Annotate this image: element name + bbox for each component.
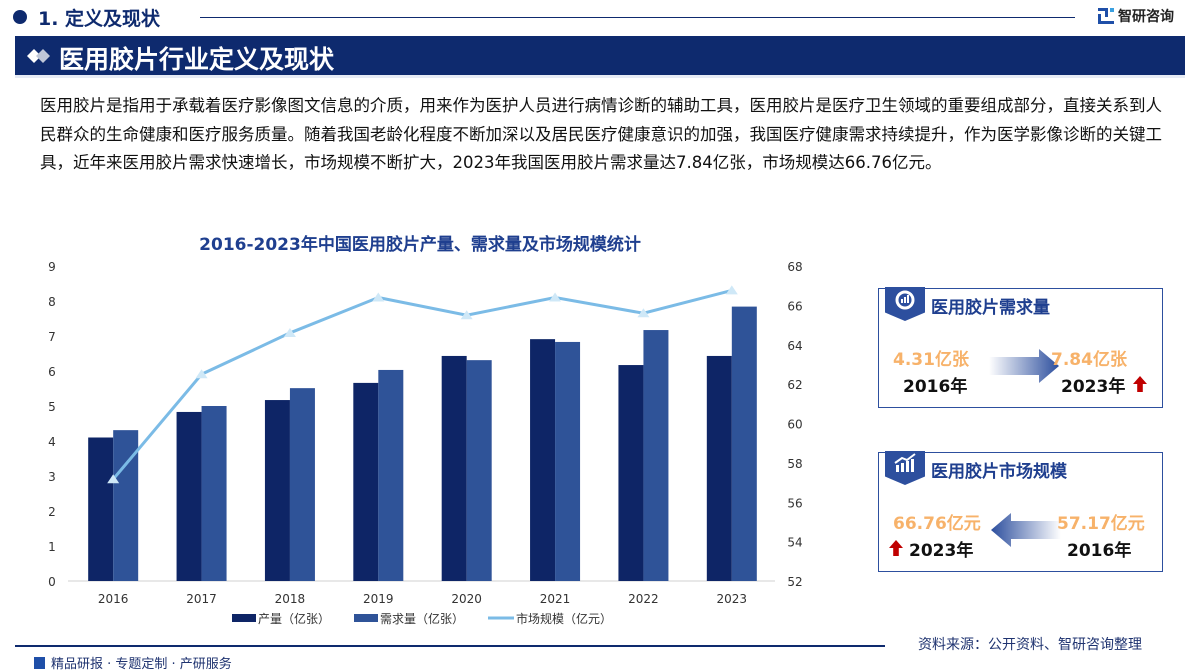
bar-demand — [466, 360, 492, 581]
right-tick-label: 66 — [787, 299, 802, 313]
footer-tagline: 精品研报 · 专题定制 · 产研服务 — [34, 653, 232, 672]
logo-icon — [34, 656, 45, 669]
to-value: 7.84亿张 — [1051, 350, 1127, 370]
section-bullet — [13, 10, 27, 24]
legend-swatch-production — [232, 614, 256, 622]
left-tick-label: 7 — [48, 330, 56, 344]
section-title: 1. 定义及现状 — [38, 8, 161, 30]
market-size-marker — [195, 369, 208, 379]
right-tick-label: 56 — [787, 496, 802, 510]
brand-logo: 智研咨询 — [1098, 6, 1174, 26]
source-note: 资料来源：公开资料、智研咨询整理 — [918, 637, 1142, 653]
left-tick-label: 8 — [48, 295, 56, 309]
bar-production — [618, 365, 644, 581]
right-tick-label: 60 — [787, 418, 802, 432]
x-tick-label: 2020 — [451, 592, 482, 606]
card-title: 医用胶片市场规模 — [931, 462, 1067, 482]
legend-swatch-demand — [354, 614, 378, 622]
from-value: 4.31亿张 — [893, 350, 969, 370]
page-title: 医用胶片行业定义及现状 — [59, 45, 335, 74]
to-value: 66.76亿元 — [893, 514, 981, 534]
market-size-marker — [372, 292, 385, 302]
arrow-left-icon — [991, 513, 1061, 547]
market-size-card: 医用胶片市场规模 66.76亿元 2023年 57.17亿元 2016年 — [878, 451, 1163, 572]
from-year: 2016年 — [903, 377, 968, 397]
market-size-marker — [107, 474, 120, 484]
market-size-marker — [725, 285, 738, 295]
right-tick-label: 54 — [787, 536, 802, 550]
up-arrow-icon — [889, 540, 903, 556]
legend-label: 产量（亿张） — [258, 611, 330, 626]
intro-paragraph: 医用胶片是指用于承载着医疗影像图文信息的介质，用来作为医护人员进行病情诊断的辅助… — [40, 96, 1162, 172]
right-tick-label: 52 — [787, 575, 802, 589]
x-tick-label: 2018 — [275, 592, 306, 606]
up-arrow-icon — [1133, 376, 1147, 392]
bar-demand — [731, 306, 757, 581]
bar-demand — [643, 330, 669, 581]
demand-card: 医用胶片需求量 4.31亿张 2016年 7.84亿张 2023年 — [878, 287, 1163, 408]
x-tick-label: 2017 — [186, 592, 217, 606]
page-banner: 医用胶片行业定义及现状 — [15, 36, 1185, 78]
market-size-marker — [637, 308, 650, 318]
logo-icon — [1098, 8, 1114, 24]
pie-chart-icon — [885, 287, 925, 321]
bar-demand — [289, 388, 315, 581]
to-year: 2023年 — [1061, 377, 1126, 397]
bar-production — [176, 411, 202, 581]
bar-production — [353, 382, 379, 581]
chart-title: 2016-2023年中国医用胶片产量、需求量及市场规模统计 — [199, 235, 641, 255]
left-tick-label: 9 — [48, 260, 56, 274]
diamond-icon — [27, 49, 50, 63]
right-tick-label: 64 — [787, 339, 802, 353]
bar-production — [264, 400, 290, 581]
legend-label: 需求量（亿张） — [380, 611, 464, 626]
market-size-line — [112, 288, 733, 481]
left-tick-label: 2 — [48, 505, 56, 519]
growth-chart-icon — [885, 451, 925, 485]
x-tick-label: 2021 — [540, 592, 571, 606]
left-tick-label: 3 — [48, 470, 56, 484]
bar-demand — [378, 369, 404, 581]
left-tick-label: 4 — [48, 435, 56, 449]
market-size-marker — [549, 292, 562, 302]
footer-divider — [15, 645, 885, 647]
right-tick-label: 68 — [787, 260, 802, 274]
bar-demand — [555, 341, 581, 581]
to-year: 2023年 — [909, 541, 974, 561]
arrow-right-icon — [989, 349, 1059, 383]
card-title: 医用胶片需求量 — [931, 298, 1050, 318]
market-size-marker — [283, 327, 296, 337]
legend-label: 市场规模（亿元） — [516, 611, 612, 626]
bar-production — [441, 355, 467, 581]
left-tick-label: 0 — [48, 575, 56, 589]
left-tick-label: 6 — [48, 365, 56, 379]
tagline-text: 精品研报 · 专题定制 · 产研服务 — [51, 657, 232, 672]
from-value: 57.17亿元 — [1057, 514, 1145, 534]
right-tick-label: 58 — [787, 457, 802, 471]
bar-production — [706, 355, 732, 581]
bar-production — [530, 339, 556, 581]
x-tick-label: 2016 — [98, 592, 129, 606]
left-tick-label: 5 — [48, 400, 56, 414]
right-tick-label: 62 — [787, 378, 802, 392]
x-tick-label: 2019 — [363, 592, 394, 606]
bar-production — [88, 437, 114, 581]
x-tick-label: 2022 — [628, 592, 659, 606]
divider — [200, 17, 1075, 18]
x-tick-label: 2023 — [717, 592, 748, 606]
logo-text: 智研咨询 — [1118, 9, 1174, 25]
bar-demand — [201, 406, 227, 581]
market-size-marker — [460, 310, 473, 320]
from-year: 2016年 — [1067, 541, 1132, 561]
left-tick-label: 1 — [48, 540, 56, 554]
